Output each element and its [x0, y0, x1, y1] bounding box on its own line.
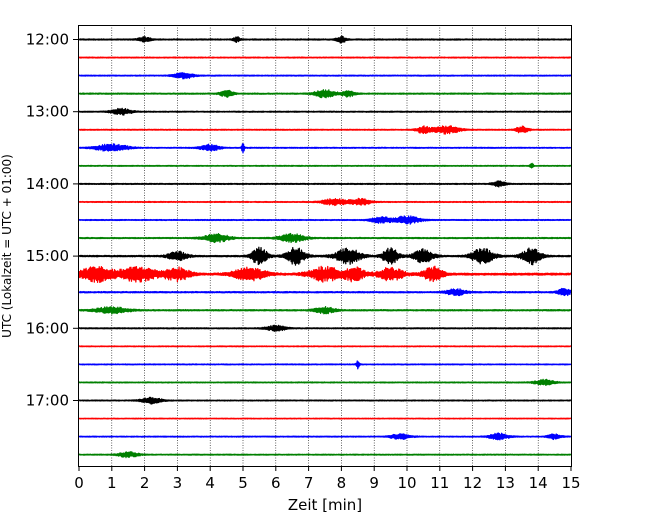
trace-row-1645: [78, 378, 572, 386]
x-tick-label: 14: [529, 474, 548, 492]
x-tick-label: 4: [205, 474, 215, 492]
trace-row-1415: [78, 197, 572, 207]
x-tick-label: 12: [463, 474, 482, 492]
x-tick-label: 15: [561, 474, 580, 492]
x-tick-label: 5: [238, 474, 248, 492]
trace-row-1630: [78, 360, 572, 370]
x-tick-label: 2: [140, 474, 150, 492]
trace-row-1445: [78, 232, 572, 244]
trace-row-1345: [78, 162, 572, 169]
trace-row-1400: [78, 180, 572, 188]
trace-rows: [78, 35, 572, 459]
x-tick-label: 1: [107, 474, 117, 492]
trace-row-1615: [78, 345, 572, 348]
x-tick-label: 11: [430, 474, 449, 492]
x-axis-label: Zeit [min]: [288, 496, 362, 514]
trace-row-1245: [78, 89, 572, 99]
trace-row-1430: [78, 215, 572, 225]
trace-row-1600: [78, 324, 572, 332]
y-axis-ticks: 12:00 13:00 14:00 15:00 16:00 17:00: [26, 31, 78, 410]
x-tick-label: 10: [397, 474, 416, 492]
trace-row-1730: [78, 432, 572, 441]
x-tick-label: 7: [304, 474, 314, 492]
trace-row-1230: [78, 72, 572, 80]
trace-row-1315: [78, 125, 572, 135]
trace-row-1215: [78, 56, 572, 59]
trace-row-1515: [78, 265, 572, 284]
x-tick-label: 3: [173, 474, 183, 492]
x-axis-ticks: 0 1 2 3 4 5 6 7 8 9 10 11 12 13 14 15: [74, 466, 581, 492]
trace-row-1545: [78, 305, 572, 315]
trace-row-1200: [78, 35, 572, 44]
y-axis-label: UTC (Lokalzeit = UTC + 01:00): [0, 154, 14, 338]
y-tick-label: 12:00: [26, 31, 69, 49]
y-tick-label: 16:00: [26, 319, 69, 337]
trace-row-1700: [78, 396, 572, 405]
y-tick-label: 15:00: [26, 247, 69, 265]
trace-row-1745: [78, 451, 572, 459]
x-gridlines: [111, 25, 539, 466]
x-tick-label: 13: [496, 474, 515, 492]
x-tick-label: 0: [74, 474, 84, 492]
y-tick-label: 14:00: [26, 175, 69, 193]
plot-frame: [78, 25, 572, 467]
trace-row-1530: [78, 287, 572, 297]
trace-row-1715: [78, 417, 572, 420]
trace-row-1500: [78, 246, 572, 266]
x-tick-label: 6: [271, 474, 281, 492]
y-tick-label: 17:00: [26, 392, 69, 410]
y-tick-label: 13:00: [26, 103, 69, 121]
x-tick-label: 8: [337, 474, 347, 492]
trace-row-1330: [78, 143, 572, 154]
x-tick-label: 9: [369, 474, 379, 492]
trace-row-1300: [78, 107, 572, 116]
